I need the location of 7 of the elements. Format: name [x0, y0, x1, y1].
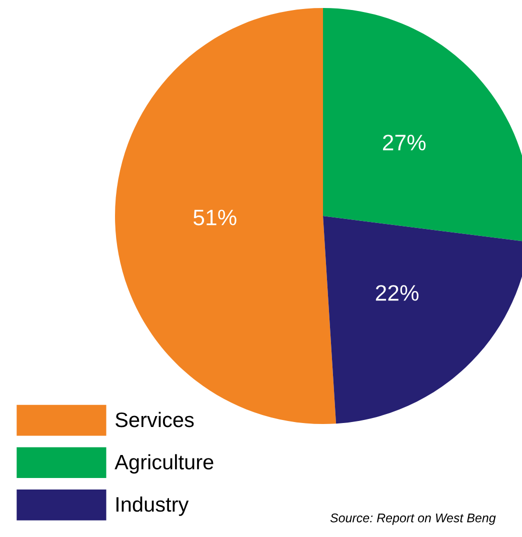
legend-label: Industry	[116, 496, 189, 516]
source-note: Source: Report on West Beng	[330, 514, 496, 525]
legend-label: Agriculture	[114, 454, 214, 474]
data-label: 51%	[194, 210, 236, 226]
data-label: 22%	[376, 285, 418, 301]
data-label: 27%	[383, 134, 426, 150]
legend-label: Services	[116, 412, 194, 428]
